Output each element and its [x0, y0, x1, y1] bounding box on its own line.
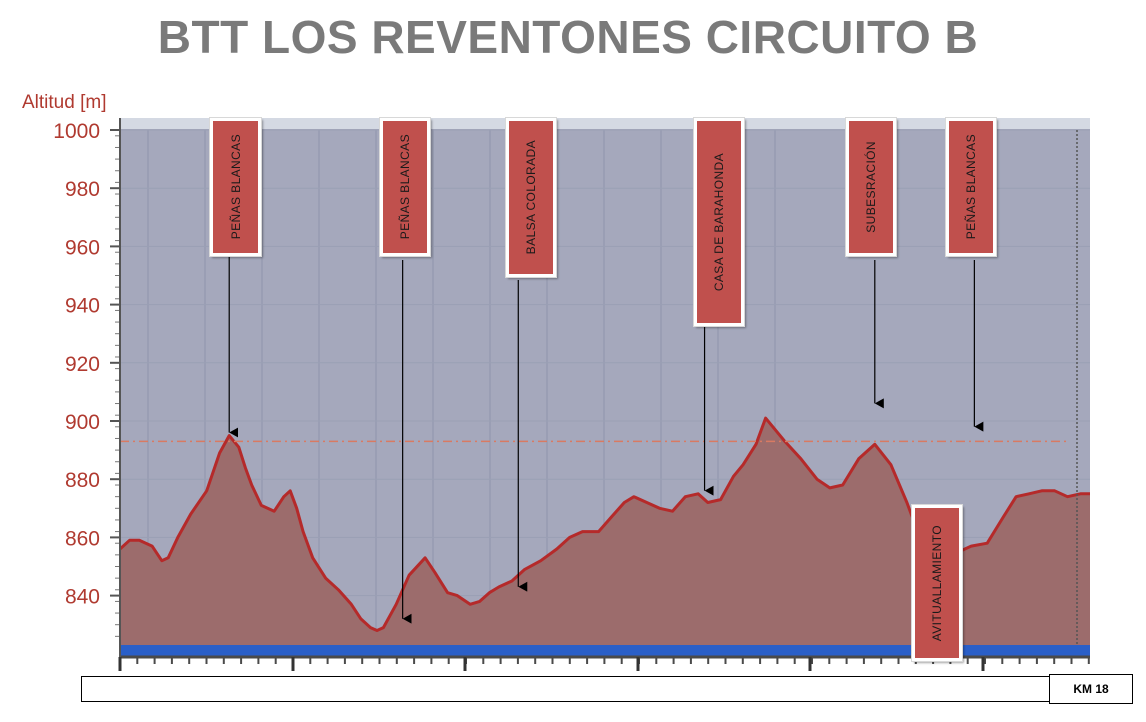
y-tick-label: 840 — [65, 586, 100, 609]
distance-axis-box — [81, 676, 1051, 702]
annotation-label: PEÑAS BLANCAS — [228, 134, 243, 240]
y-tick-label: 980 — [65, 178, 100, 201]
base-band — [120, 645, 1090, 657]
y-tick-label: 860 — [65, 527, 100, 550]
elevation-line — [118, 416, 1090, 632]
annotation-box: PEÑAS BLANCAS — [946, 118, 996, 256]
annotation-box: PEÑAS BLANCAS — [380, 118, 430, 256]
annotation-box: PEÑAS BLANCAS — [210, 118, 261, 256]
km-label: KM 18 — [1049, 674, 1133, 704]
annotation-arrows — [228, 252, 984, 624]
y-axis-label: Altitud [m] — [22, 92, 106, 113]
y-tick-label: 960 — [65, 236, 100, 259]
annotation-label: PEÑAS BLANCAS — [398, 134, 412, 240]
annotation-box: CASA DE BARAHONDA — [694, 118, 744, 326]
y-tick-label: 1000 — [53, 120, 100, 143]
annotation-label: AVITUALLAMIENTO — [930, 524, 944, 642]
annotation-box: SUBESRACIÓN — [846, 118, 896, 256]
y-axis-ticks: 840 860 880 900 920 940 960 980 1000 — [53, 118, 121, 657]
annotation-label: SUBESRACIÓN — [864, 141, 878, 233]
y-tick-label: 900 — [65, 411, 100, 434]
y-tick-label: 940 — [65, 295, 100, 318]
annotation-box: BALSA COLORADA — [506, 118, 556, 277]
annotation-box: AVITUALLAMIENTO — [912, 505, 962, 661]
page-title: BTT LOS REVENTONES CIRCUITO B — [157, 11, 979, 63]
plot-top-band — [120, 118, 1090, 129]
x-axis-ticks — [118, 657, 1090, 671]
annotation-label: PEÑAS BLANCAS — [964, 134, 978, 240]
y-tick-label: 920 — [65, 353, 100, 376]
annotation-label: BALSA COLORADA — [524, 140, 538, 255]
y-tick-label: 880 — [65, 469, 100, 492]
annotation-label: CASA DE BARAHONDA — [712, 152, 726, 292]
